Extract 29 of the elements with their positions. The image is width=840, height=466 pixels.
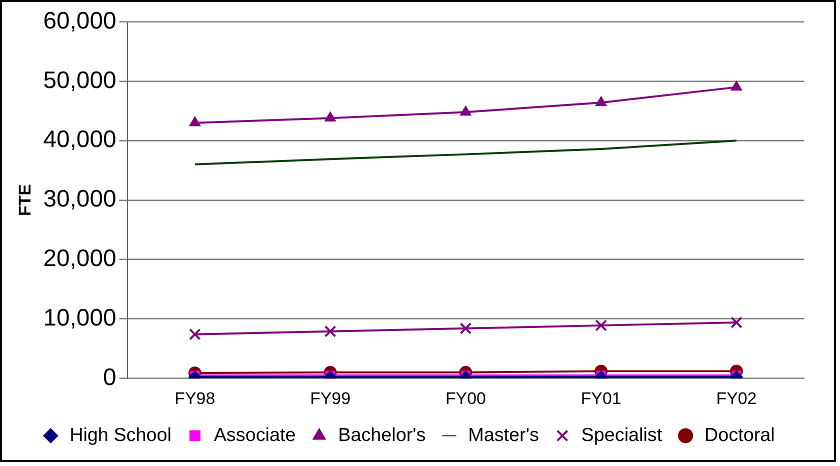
point: [460, 106, 472, 116]
x-tick-label: FY01: [580, 389, 622, 408]
legend-label: Specialist: [581, 424, 663, 445]
legend-label: Bachelor's: [338, 424, 426, 445]
legend-label: Master's: [468, 424, 539, 445]
point: [324, 112, 336, 122]
x-tick-label: FY02: [716, 389, 757, 408]
point: [460, 322, 472, 334]
point: [188, 328, 201, 340]
point: [730, 80, 742, 91]
x-tick-label: FY98: [174, 389, 216, 408]
y-tick-label: 10,000: [43, 304, 116, 332]
point: [595, 320, 607, 332]
point: [324, 325, 336, 338]
point: [595, 96, 607, 106]
y-tick-label: 50,000: [43, 66, 116, 94]
y-tick-label: 40,000: [43, 126, 116, 154]
legend-label: High School: [70, 424, 172, 445]
y-axis-title: FTE: [16, 184, 35, 216]
point: [189, 116, 201, 126]
y-tick-label: 60,000: [43, 7, 116, 34]
x-tick-label: FY99: [310, 389, 350, 408]
x-tick-label: FY00: [445, 389, 486, 408]
y-tick-label: 30,000: [43, 186, 116, 213]
point: [730, 316, 742, 328]
y-tick-label: 20,000: [43, 245, 116, 272]
legend-label: Doctoral: [704, 424, 775, 445]
y-tick-label: 0: [102, 364, 116, 391]
legend-label: Associate: [214, 424, 296, 445]
